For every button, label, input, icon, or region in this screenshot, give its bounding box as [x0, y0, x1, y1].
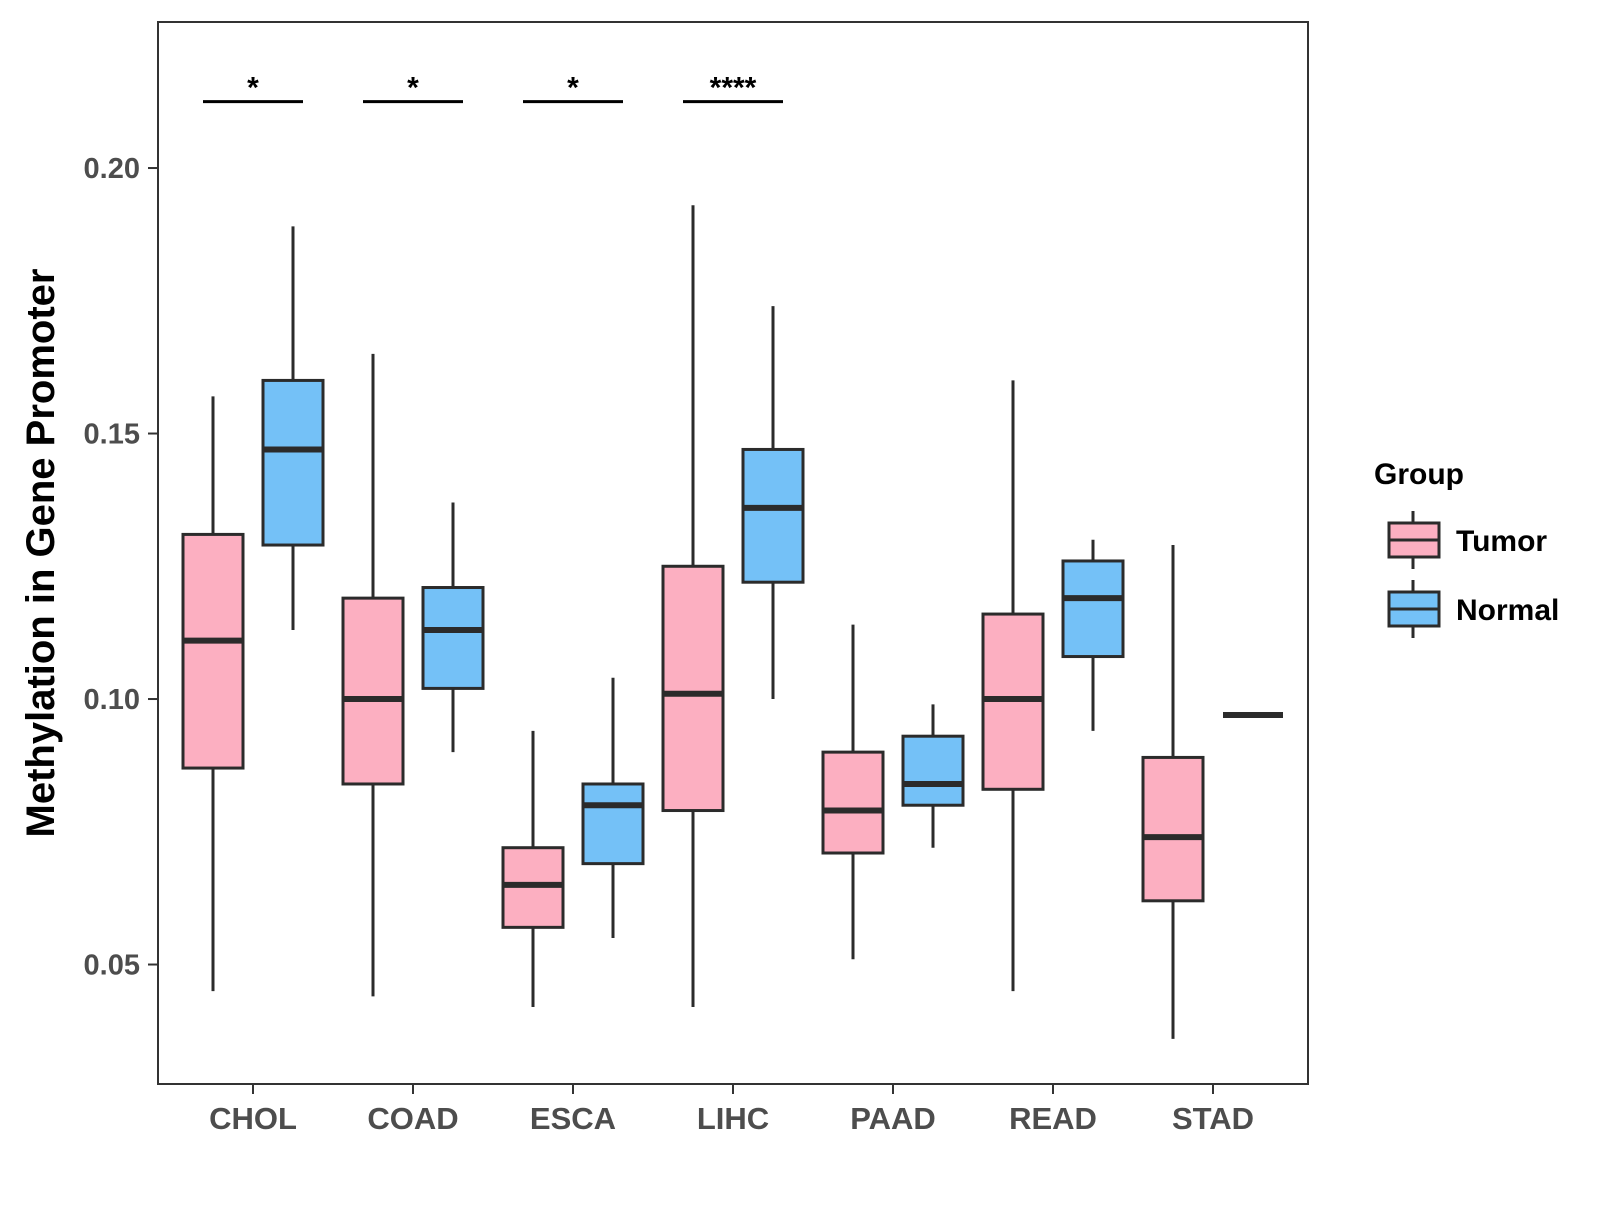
- box-body: [741, 447, 805, 584]
- legend: Group Tumor Normal: [1374, 458, 1559, 638]
- x-tick-label: LIHC: [697, 1101, 769, 1136]
- x-tick-label: READ: [1009, 1101, 1097, 1136]
- box-normal-paad: [901, 704, 965, 848]
- legend-item-tumor: Tumor: [1387, 511, 1547, 569]
- box-normal-read: [1061, 539, 1125, 731]
- significance-coad: *: [363, 72, 463, 105]
- legend-title: Group: [1374, 458, 1464, 491]
- y-tick-label: 0.10: [84, 684, 140, 716]
- box-normal-esca: [581, 677, 645, 938]
- legend-item-normal: Normal: [1387, 580, 1559, 638]
- y-tick-label: 0.15: [84, 419, 140, 451]
- legend-label: Normal: [1456, 594, 1559, 627]
- box-body: [261, 378, 325, 547]
- box-body: [1061, 559, 1125, 659]
- box-body: [821, 750, 885, 855]
- plot-panel: [157, 21, 1309, 1085]
- significance-label: *: [567, 72, 579, 105]
- box-body: [661, 564, 725, 813]
- box-body: [901, 734, 965, 807]
- significance-label: *: [247, 72, 259, 105]
- x-tick-label: PAAD: [850, 1101, 936, 1136]
- legend-label: Tumor: [1456, 525, 1547, 558]
- x-tick-label: COAD: [367, 1101, 458, 1136]
- box-tumor-chol: [181, 396, 245, 992]
- chart-axes: 0.05 0.10 0.15 0.20 CHOL COAD ESCA LIHC PAAD READ…: [84, 153, 1255, 1136]
- y-tick-label: 0.05: [84, 950, 140, 982]
- box-tumor-read: [981, 380, 1045, 992]
- box-tumor-esca: [501, 730, 565, 1008]
- box-body: [1141, 755, 1205, 903]
- box-normal-chol: [261, 226, 325, 630]
- significance-chol: *: [203, 72, 303, 105]
- box-body: [581, 782, 645, 866]
- box-tumor-coad: [341, 353, 405, 997]
- significance-label: *: [407, 72, 419, 105]
- significance-lihc: ****: [683, 72, 783, 105]
- y-axis-title: Methylation in Gene Promoter: [19, 269, 63, 838]
- box-normal-coad: [421, 502, 485, 753]
- x-tick-label: CHOL: [209, 1101, 297, 1136]
- chart-marks: * * * ****: [181, 72, 1283, 1039]
- x-tick-label: STAD: [1172, 1101, 1254, 1136]
- box-tumor-stad: [1141, 545, 1205, 1039]
- box-body: [341, 596, 405, 786]
- x-tick-label: ESCA: [530, 1101, 616, 1136]
- significance-esca: *: [523, 72, 623, 105]
- significance-label: ****: [710, 72, 757, 105]
- box-body: [421, 586, 485, 690]
- y-tick-label: 0.20: [84, 153, 140, 185]
- box-tumor-paad: [821, 624, 885, 960]
- box-normal-lihc: [741, 306, 805, 700]
- box-body: [181, 532, 245, 770]
- box-tumor-lihc: [661, 205, 725, 1008]
